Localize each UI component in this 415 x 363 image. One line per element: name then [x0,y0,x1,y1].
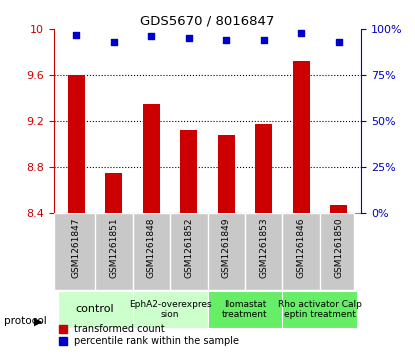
Point [223,37,229,43]
FancyBboxPatch shape [208,291,282,328]
Text: GSM1261851: GSM1261851 [110,217,118,278]
FancyBboxPatch shape [54,213,354,290]
Text: GSM1261849: GSM1261849 [222,217,231,278]
Text: GSM1261853: GSM1261853 [259,217,268,278]
Point [298,30,305,36]
Text: control: control [76,305,115,314]
Title: GDS5670 / 8016847: GDS5670 / 8016847 [140,15,275,28]
Text: ▶: ▶ [34,316,42,326]
Bar [255,123,272,213]
Point [335,39,342,45]
FancyBboxPatch shape [58,291,133,328]
Bar [330,205,347,213]
FancyBboxPatch shape [133,291,208,328]
Legend: transformed count, percentile rank within the sample: transformed count, percentile rank withi… [59,324,239,346]
Text: Ilomastat
treatment: Ilomastat treatment [222,300,268,319]
Text: Rho activator Calp
eptin treatment: Rho activator Calp eptin treatment [278,300,362,319]
Bar [181,130,197,213]
Text: GSM1261847: GSM1261847 [72,217,81,278]
Text: GSM1261846: GSM1261846 [297,217,305,278]
Bar [218,135,234,213]
Text: GSM1261852: GSM1261852 [184,217,193,278]
Bar [293,61,310,213]
Point [260,37,267,43]
Point [186,35,192,41]
Point [110,39,117,45]
Text: EphA2-overexpres
sion: EphA2-overexpres sion [129,300,211,319]
Bar [68,75,85,213]
Point [148,33,155,39]
Text: protocol: protocol [4,316,47,326]
Text: GSM1261848: GSM1261848 [147,217,156,278]
FancyBboxPatch shape [282,291,357,328]
Point [73,32,80,37]
Bar [143,104,160,213]
Bar [105,173,122,213]
Text: GSM1261850: GSM1261850 [334,217,343,278]
